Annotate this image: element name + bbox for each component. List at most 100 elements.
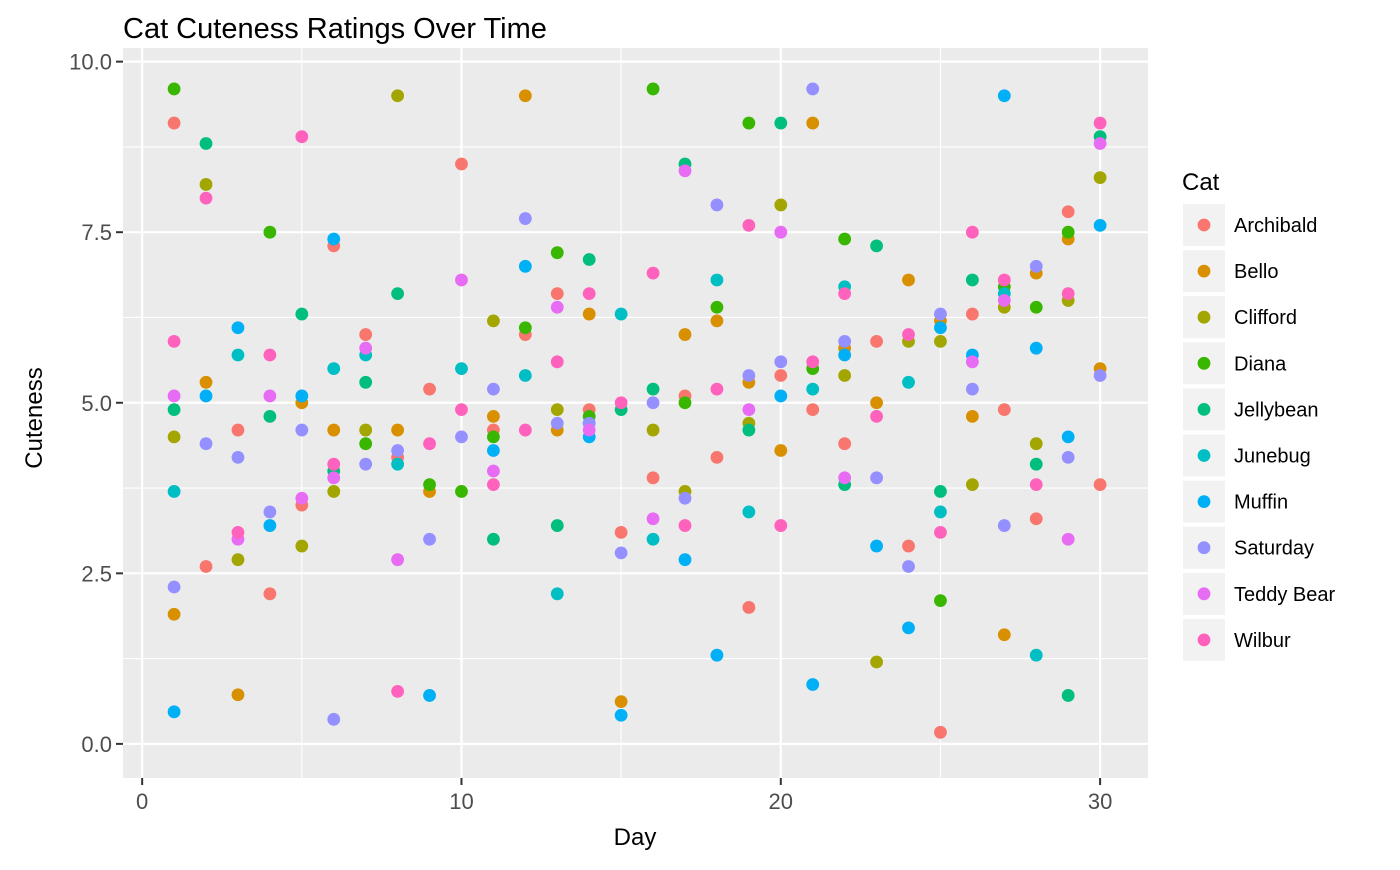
data-point-saturday (359, 457, 373, 471)
legend-label-wilbur: Wilbur (1234, 630, 1291, 652)
data-point-archibald (550, 287, 564, 301)
data-point-saturday (487, 382, 500, 396)
data-point-archibald (710, 450, 724, 464)
data-point-saturday (678, 491, 692, 505)
data-point-archibald (199, 560, 213, 573)
data-point-diana (646, 82, 660, 96)
data-point-junebug (167, 485, 181, 498)
data-point-clifford (1093, 171, 1107, 185)
data-point-wilbur (518, 423, 532, 437)
data-point-teddy-bear (327, 471, 341, 485)
data-point-diana (1061, 225, 1075, 239)
data-point-saturday (231, 450, 245, 464)
data-point-clifford (359, 423, 373, 437)
data-point-saturday (646, 396, 660, 410)
x-tick-label: 10 (449, 789, 473, 814)
data-point-bello (678, 328, 692, 341)
data-point-muffin (263, 519, 277, 532)
data-point-junebug (646, 532, 660, 546)
data-point-teddy-bear (646, 512, 660, 526)
y-axis-label: Cuteness (21, 367, 48, 468)
data-point-wilbur (934, 525, 947, 539)
data-point-saturday (870, 471, 883, 485)
data-point-muffin (838, 348, 852, 362)
data-point-diana (710, 300, 724, 314)
data-point-wilbur (487, 478, 500, 492)
data-point-wilbur (263, 348, 277, 362)
data-point-wilbur (391, 684, 405, 698)
data-point-jellybean (965, 273, 979, 287)
data-point-clifford (327, 485, 341, 498)
data-point-muffin (1061, 430, 1075, 444)
data-point-diana (934, 594, 947, 608)
data-point-teddy-bear (965, 355, 979, 369)
data-point-diana (487, 430, 500, 444)
data-point-junebug (550, 587, 564, 601)
data-point-diana (838, 232, 852, 246)
data-point-wilbur (614, 396, 628, 410)
legend-swatch-clifford (1197, 310, 1211, 324)
data-point-jellybean (582, 253, 596, 266)
x-tick-label: 30 (1088, 789, 1112, 814)
data-point-jellybean (934, 485, 947, 498)
data-point-jellybean (295, 307, 309, 321)
data-point-saturday (550, 416, 564, 430)
data-point-clifford (838, 369, 852, 382)
data-point-muffin (806, 678, 820, 691)
data-point-junebug (391, 457, 405, 471)
data-point-archibald (1029, 512, 1043, 526)
data-point-wilbur (902, 328, 915, 341)
data-point-jellybean (646, 382, 660, 396)
data-point-clifford (646, 423, 660, 437)
data-point-muffin (295, 389, 309, 403)
data-point-wilbur (1093, 116, 1107, 130)
data-point-clifford (231, 553, 245, 567)
data-point-bello (965, 410, 979, 423)
data-point-saturday (167, 580, 181, 594)
data-point-wilbur (199, 191, 213, 205)
legend-label-bello: Bello (1234, 261, 1278, 283)
data-point-teddy-bear (678, 164, 692, 178)
data-point-jellybean (550, 519, 564, 532)
data-point-muffin (199, 389, 213, 403)
data-point-bello (391, 423, 405, 437)
legend-label-teddy-bear: Teddy Bear (1234, 584, 1336, 606)
data-point-junebug (806, 382, 820, 396)
data-point-saturday (838, 334, 852, 348)
data-point-wilbur (1061, 287, 1075, 301)
data-point-muffin (1093, 218, 1107, 232)
data-point-wilbur (742, 218, 756, 232)
data-point-saturday (965, 382, 979, 396)
data-point-archibald (263, 587, 277, 601)
data-point-junebug (455, 362, 468, 376)
legend-label-archibald: Archibald (1234, 215, 1317, 237)
data-point-archibald (934, 725, 947, 739)
data-point-bello (710, 314, 724, 328)
data-point-bello (487, 410, 500, 423)
data-point-clifford (295, 539, 309, 553)
data-point-diana (678, 396, 692, 410)
data-point-archibald (167, 116, 181, 130)
data-point-junebug (231, 348, 245, 362)
legend-swatch-archibald (1197, 218, 1211, 232)
y-tick-label: 7.5 (81, 220, 112, 245)
data-point-teddy-bear (391, 553, 405, 567)
data-point-muffin (774, 389, 788, 403)
data-point-archibald (614, 525, 628, 539)
data-point-bello (518, 89, 532, 103)
data-point-teddy-bear (997, 294, 1011, 307)
legend-swatch-jellybean (1197, 403, 1211, 416)
data-point-bello (327, 423, 341, 437)
data-point-muffin (870, 539, 883, 553)
plot-panel (123, 48, 1148, 778)
data-point-teddy-bear (455, 273, 468, 287)
data-point-saturday (199, 437, 213, 451)
data-point-saturday (997, 519, 1011, 532)
data-point-clifford (391, 89, 405, 103)
data-point-muffin (934, 321, 947, 335)
data-point-archibald (965, 307, 979, 321)
data-point-saturday (614, 546, 628, 560)
data-point-bello (167, 607, 181, 621)
data-point-junebug (518, 369, 532, 382)
